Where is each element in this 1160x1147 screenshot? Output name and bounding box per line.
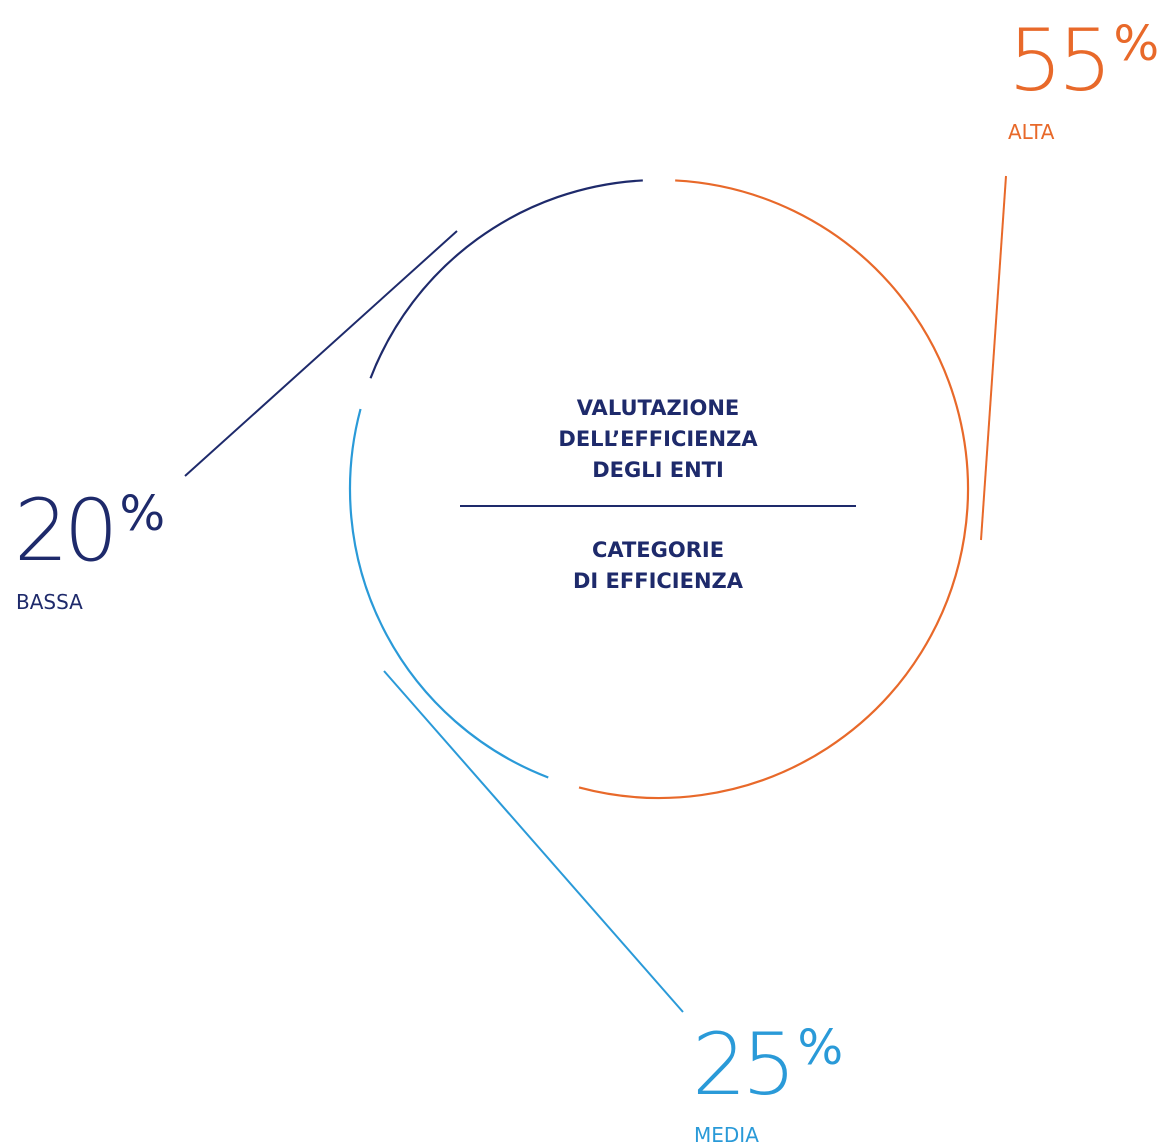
value-label-bassa: 20% [14,488,165,574]
ring-segment-alta [578,179,970,800]
title-divider [460,505,856,507]
value-label-media: 25% [692,1022,843,1108]
value-bassa: 20 [14,481,118,581]
leader-line-media [383,670,684,1013]
category-label-media: MEDIA [694,1123,759,1147]
leader-line-bassa [184,230,458,477]
chart-title: VALUTAZIONE DELL’EFFICIENZA DEGLI ENTI [558,396,758,482]
category-label-alta: ALTA [1008,120,1055,144]
percent-sign-media: % [797,1020,844,1076]
category-label-bassa: BASSA [16,590,83,614]
ring-segment-media [348,408,549,779]
leader-line-alta [980,175,1007,541]
value-alta: 55 [1008,11,1112,111]
percent-sign-bassa: % [119,486,166,542]
chart-subtitle: CATEGORIE DI EFFICIENZA [572,538,744,593]
value-label-alta: 55% [1008,18,1159,104]
value-media: 25 [692,1015,796,1115]
ring-segment-bassa [369,179,643,379]
percent-sign-alta: % [1113,16,1160,72]
